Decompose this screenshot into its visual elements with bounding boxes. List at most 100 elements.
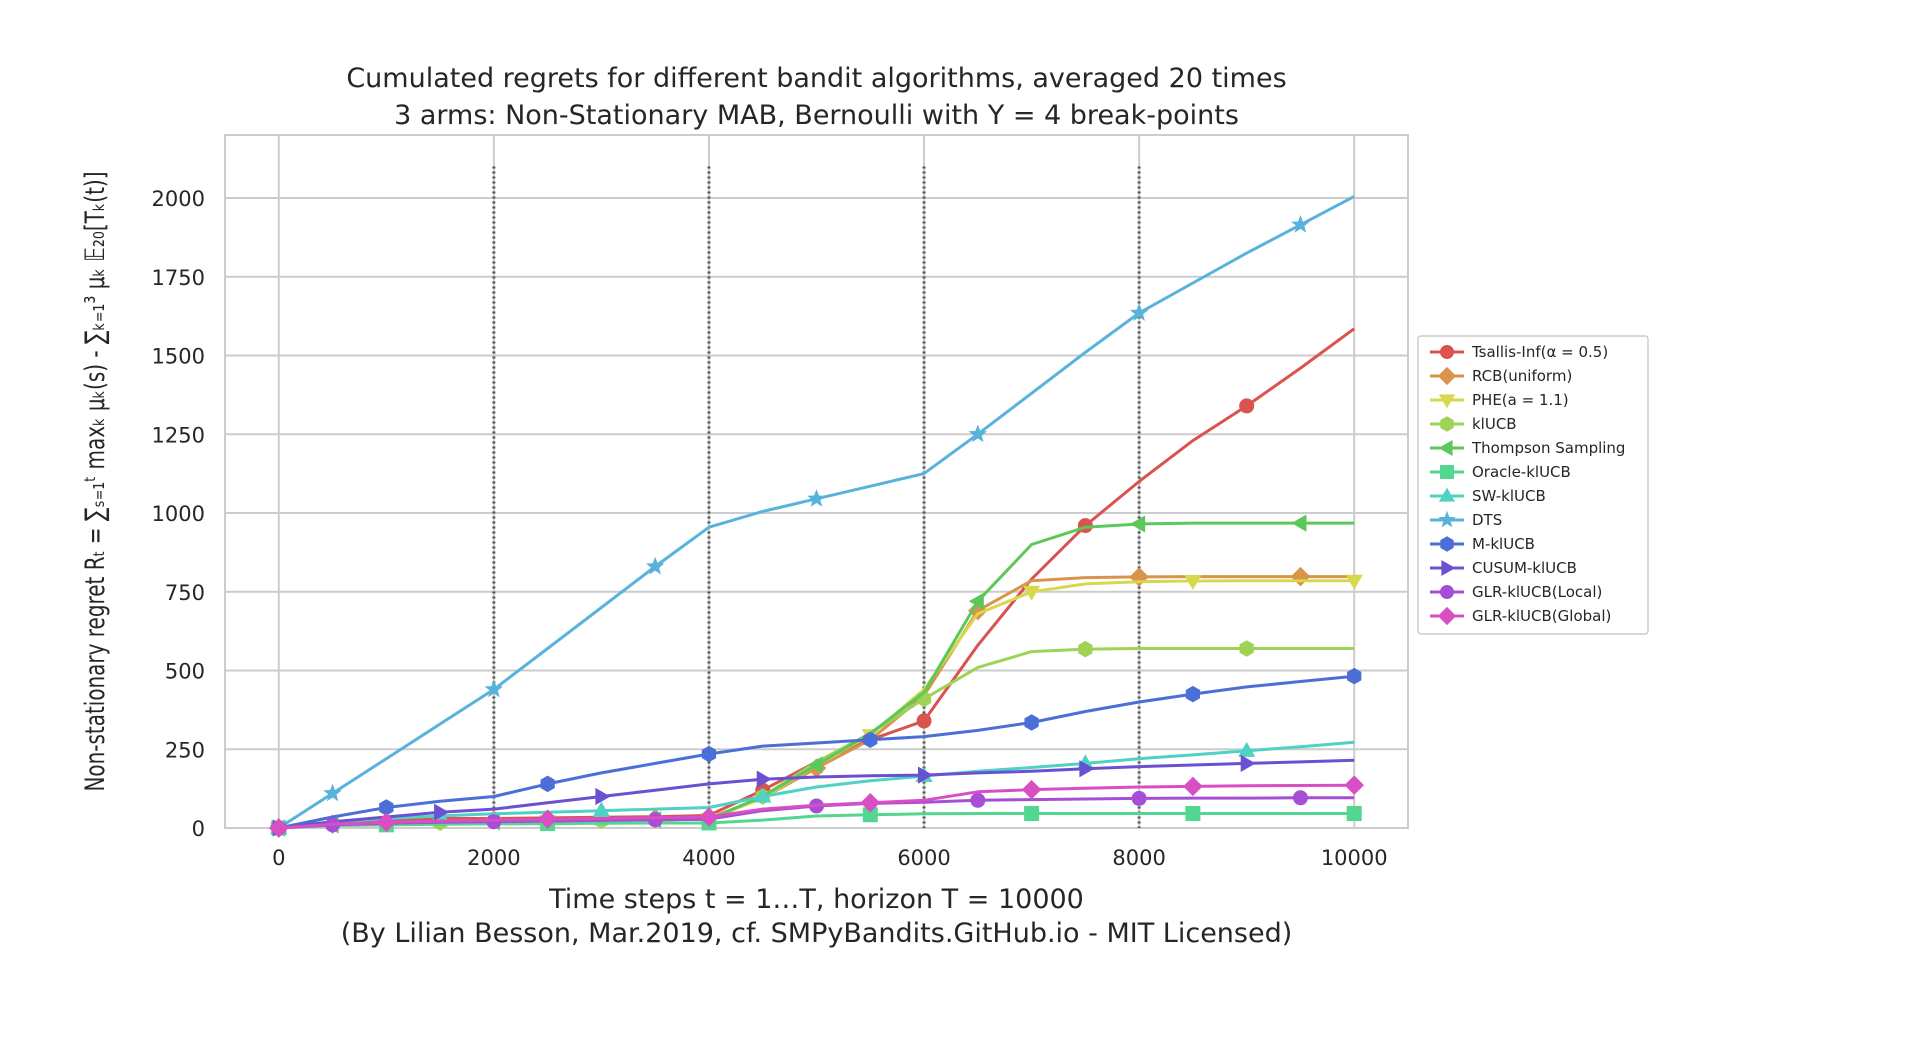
series-line xyxy=(278,674,1355,830)
x-tick-label: 2000 xyxy=(467,846,520,870)
data-point xyxy=(537,809,558,829)
data-point xyxy=(1022,585,1041,601)
data-point xyxy=(323,783,342,802)
grid-lines xyxy=(225,135,1408,829)
data-point xyxy=(1292,790,1308,806)
data-point xyxy=(1291,514,1307,532)
series-line xyxy=(278,740,1355,830)
legend-item: Thompson Sampling xyxy=(1430,439,1625,457)
data-point xyxy=(756,770,772,788)
y-tick-label: 2000 xyxy=(152,187,205,211)
data-point xyxy=(1438,510,1456,528)
data-point xyxy=(595,787,611,806)
legend-item: PHE(a = 1.1) xyxy=(1430,391,1569,409)
y-tick-label: 500 xyxy=(165,660,205,684)
data-point xyxy=(970,792,986,808)
data-point xyxy=(807,756,823,774)
x-tick-label: 4000 xyxy=(682,846,735,870)
data-point xyxy=(968,592,984,610)
y-axis-label: Non-stationary regret Rₜ = ∑ₛ₌₁ᵗ maxₖ μₖ… xyxy=(80,172,111,792)
tick-labels: 0 2000 4000 6000 8000 10000 0 250 500 750 1000 1250… xyxy=(152,187,1388,870)
data-point xyxy=(379,799,394,816)
legend-frame xyxy=(1417,335,1649,635)
legend-label: GLR-klUCB(Global) xyxy=(1472,607,1611,625)
data-point xyxy=(807,489,826,507)
data-point xyxy=(918,766,934,784)
data-point xyxy=(1438,487,1456,502)
y-tick-label: 250 xyxy=(165,738,205,762)
legend-item: klUCB xyxy=(1430,415,1517,433)
legend-label: PHE(a = 1.1) xyxy=(1472,391,1569,409)
y-tick-label: 1000 xyxy=(152,502,205,526)
data-point xyxy=(1291,215,1310,233)
data-point xyxy=(968,424,988,443)
y-tick-label: 750 xyxy=(165,581,205,605)
data-point xyxy=(1239,640,1254,657)
data-point xyxy=(754,787,772,803)
series-line xyxy=(278,783,1355,830)
series-layer xyxy=(269,195,1364,838)
legend-item: CUSUM-klUCB xyxy=(1430,559,1577,577)
x-axis-label: Time steps t = 1…T, horizon T = 10000 xyxy=(548,884,1084,915)
data-point xyxy=(434,803,450,821)
data-point xyxy=(1437,606,1457,626)
x-tick-label: 0 xyxy=(272,846,285,870)
data-point xyxy=(1440,345,1454,359)
legend: Tsallis-Inf(α = 0.5) RCB(uniform) PHE(a = … xyxy=(1417,335,1649,635)
data-point xyxy=(645,556,665,575)
legend-label: Tsallis-Inf(α = 0.5) xyxy=(1471,343,1608,361)
data-point xyxy=(1024,806,1040,822)
data-point xyxy=(701,745,717,763)
x-tick-label: 10000 xyxy=(1321,846,1388,870)
data-point xyxy=(1183,776,1203,797)
x-tick-label: 8000 xyxy=(1112,846,1165,870)
data-point xyxy=(269,818,289,838)
legend-label: DTS xyxy=(1472,511,1502,529)
data-point xyxy=(486,814,502,830)
x-axis-credit-label: (By Lilian Besson, Mar.2019, cf. SMPyBan… xyxy=(341,918,1293,949)
data-point xyxy=(1346,806,1362,822)
data-point xyxy=(863,731,878,749)
legend-label: RCB(uniform) xyxy=(1472,367,1572,385)
legend-item: DTS xyxy=(1430,510,1502,529)
data-point xyxy=(1185,806,1201,822)
legend-label: GLR-klUCB(Local) xyxy=(1472,583,1602,601)
x-tick-label: 6000 xyxy=(897,846,950,870)
legend-label: SW-klUCB xyxy=(1472,487,1546,505)
data-point xyxy=(1184,575,1202,591)
data-point xyxy=(1129,303,1149,321)
legend-label: klUCB xyxy=(1472,415,1517,433)
data-point xyxy=(1438,394,1456,409)
data-point xyxy=(1440,536,1454,552)
data-point xyxy=(916,713,932,729)
data-point xyxy=(484,679,504,698)
plot-area xyxy=(224,134,1409,829)
legend-item: RCB(uniform) xyxy=(1430,366,1572,386)
data-point xyxy=(1021,779,1042,800)
legend-item: M-klUCB xyxy=(1430,535,1535,553)
series-line xyxy=(278,758,1355,830)
y-tick-label: 1500 xyxy=(152,345,205,369)
data-point xyxy=(1344,775,1364,795)
data-point xyxy=(860,793,881,813)
legend-label: Oracle-klUCB xyxy=(1472,463,1571,481)
data-point xyxy=(1130,515,1146,533)
data-point xyxy=(1438,439,1453,457)
y-tick-label: 1750 xyxy=(152,266,205,290)
data-point xyxy=(1079,760,1095,778)
data-point xyxy=(699,807,719,827)
data-point xyxy=(1238,741,1256,757)
legend-item: GLR-klUCB(Local) xyxy=(1430,583,1602,601)
data-point xyxy=(1240,754,1256,773)
data-point xyxy=(1347,667,1362,685)
legend-label: M-klUCB xyxy=(1472,535,1535,553)
data-point xyxy=(1441,559,1456,577)
series-11 xyxy=(269,775,1364,838)
data-point xyxy=(376,812,397,833)
data-point xyxy=(1345,574,1363,590)
data-point xyxy=(1024,714,1039,731)
data-point xyxy=(1440,465,1454,479)
data-point xyxy=(1440,585,1454,599)
data-point xyxy=(1440,416,1454,432)
